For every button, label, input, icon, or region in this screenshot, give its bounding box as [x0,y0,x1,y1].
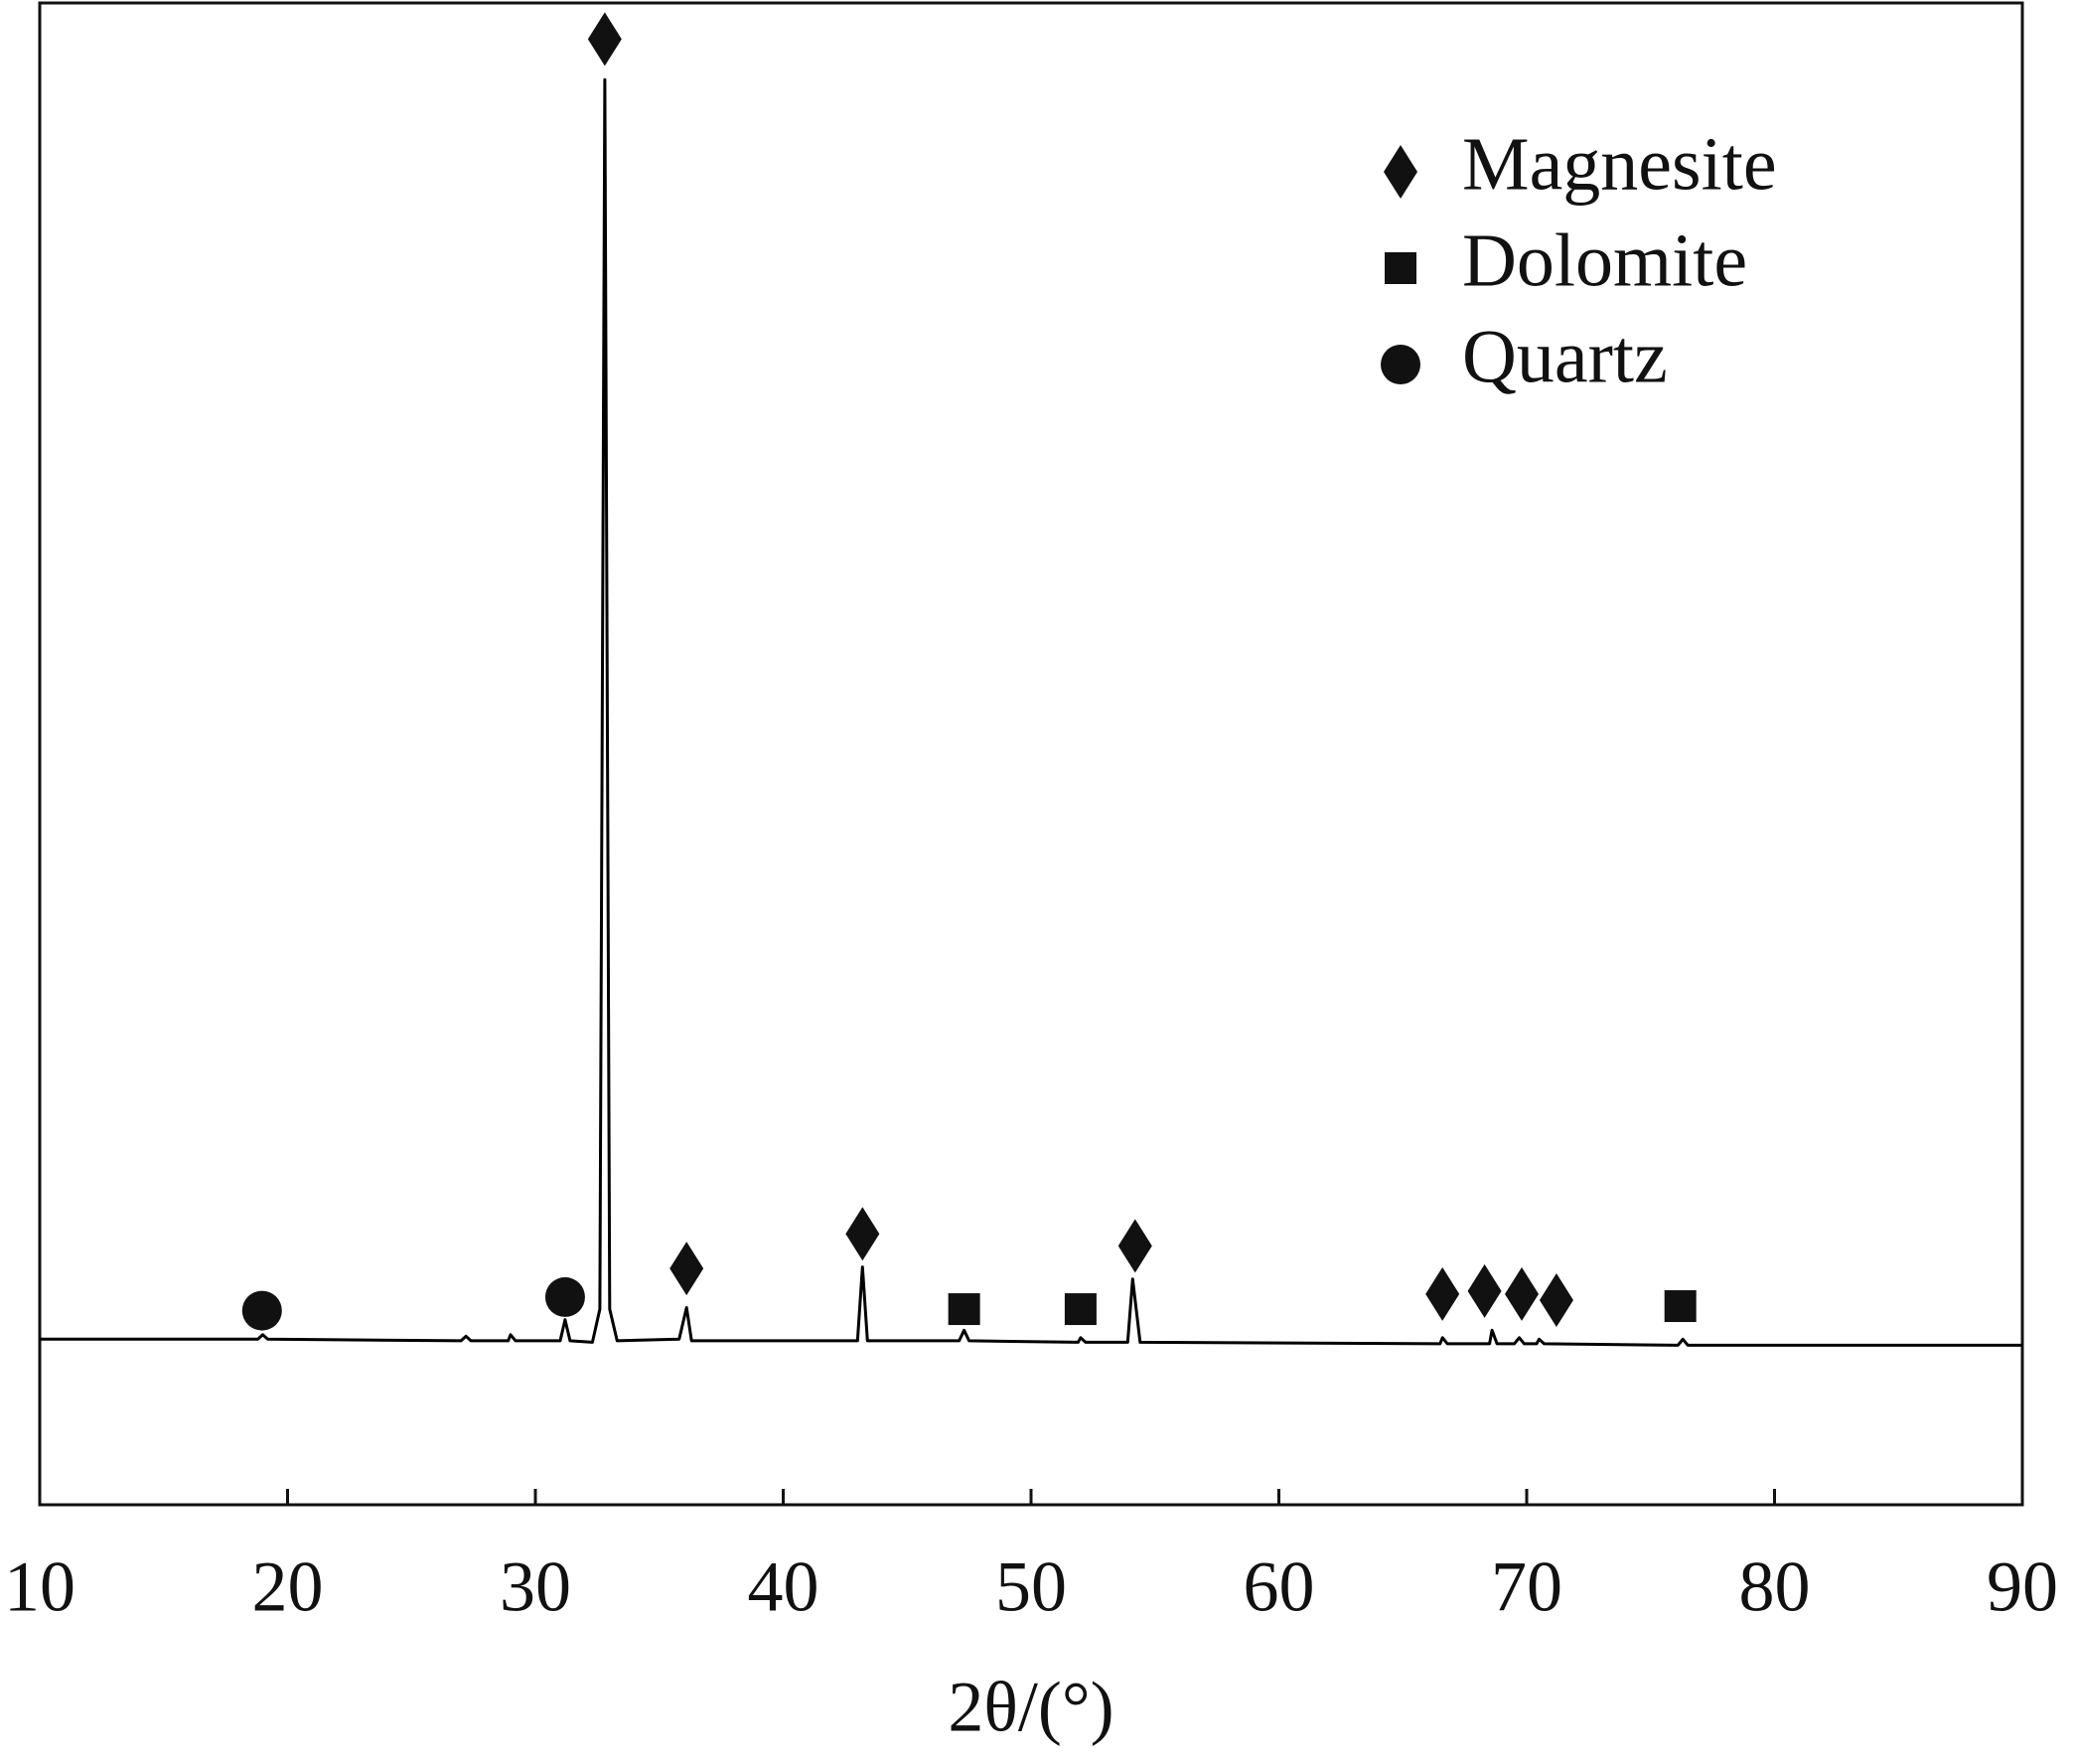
x-axis-label: 2θ/(°) [948,1668,1113,1747]
x-tick-label: 70 [1491,1547,1562,1627]
phase-marker [1539,1272,1573,1327]
phase-marker [1425,1266,1460,1321]
phase-marker [669,1242,704,1296]
legend-label: Quartz [1462,315,1668,398]
legend-label: Dolomite [1462,219,1747,302]
xrd-trace [40,77,2022,1347]
x-tick-label: 40 [748,1547,819,1627]
phase-marker [1064,1293,1097,1326]
phase-marker [241,1290,282,1331]
x-tick-label: 80 [1739,1547,1811,1627]
phase-marker [1664,1290,1697,1323]
legend-label: Magnesite [1462,122,1777,206]
phase-marker [1505,1266,1540,1321]
x-tick-label: 50 [995,1547,1067,1627]
legend-symbol [1384,145,1417,199]
legend-symbol [1385,252,1416,284]
phase-marker [544,1276,585,1317]
phase-marker [948,1293,980,1326]
x-tick-label: 10 [4,1547,75,1627]
x-tick-label: 60 [1244,1547,1315,1627]
phase-marker [1467,1263,1502,1318]
x-tick-label: 20 [252,1547,324,1627]
x-tick-label: 90 [1987,1547,2058,1627]
legend-symbol [1381,345,1420,384]
phase-marker [1117,1219,1152,1273]
phase-marker [587,12,622,67]
phase-marker [845,1207,880,1261]
x-tick-label: 30 [500,1547,571,1627]
